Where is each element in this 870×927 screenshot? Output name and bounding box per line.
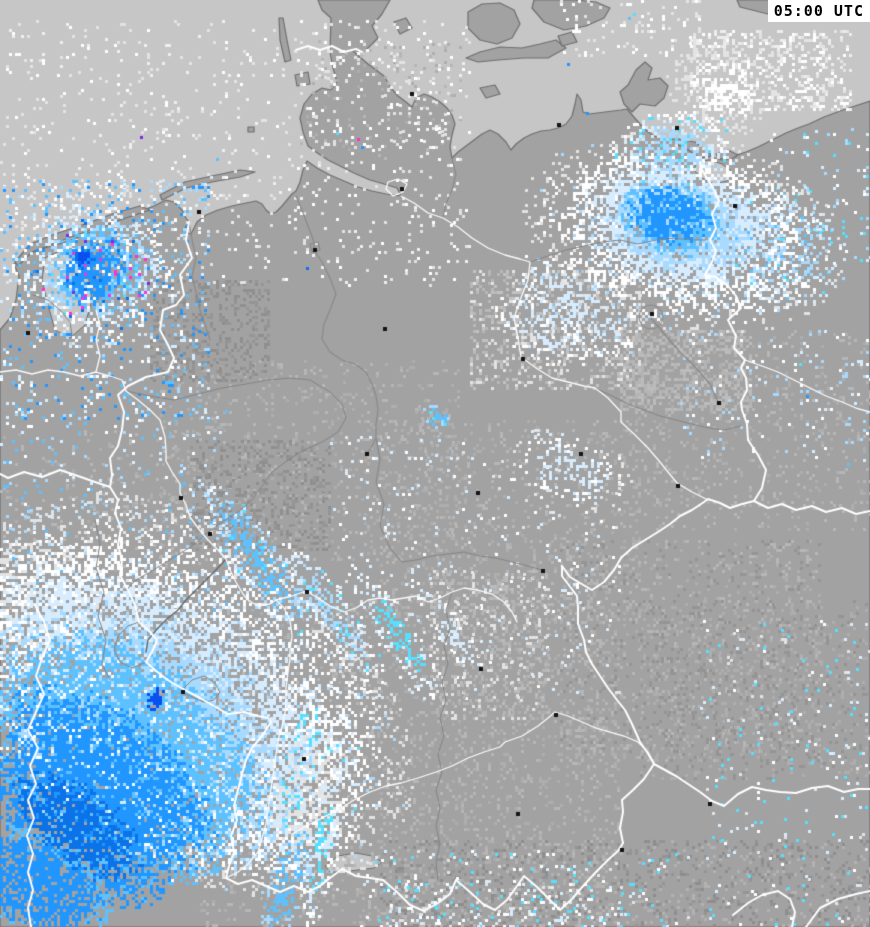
timestamp-badge: 05:00 UTC	[767, 0, 870, 22]
timestamp-text: 05:00 UTC	[773, 2, 864, 20]
